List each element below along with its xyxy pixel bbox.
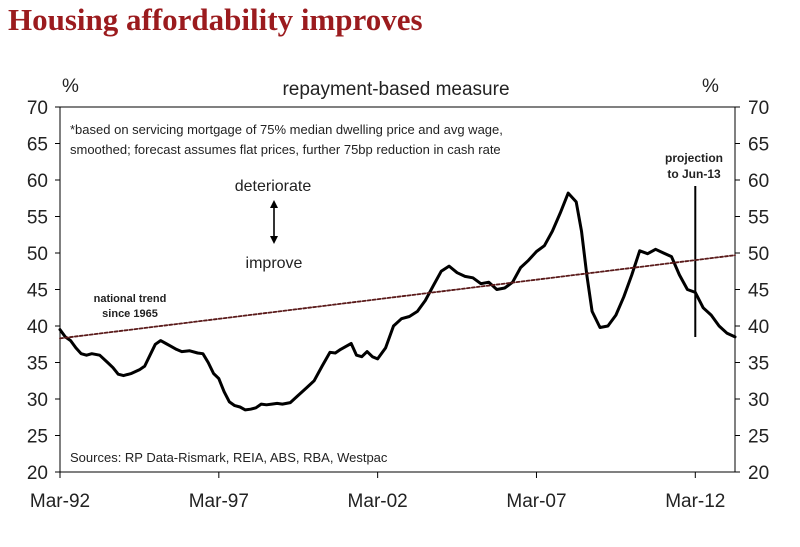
y-tick-label-right: 35 — [748, 354, 769, 375]
y-tick-label-left: 55 — [27, 208, 48, 229]
x-tick-label: Mar-02 — [348, 491, 408, 512]
affordability-line — [58, 191, 737, 412]
y-tick-label-right: 60 — [748, 171, 769, 192]
projection-label-line-2: to Jun-13 — [667, 167, 721, 181]
right-y-axis: 20 25 30 35 40 45 50 55 60 65 70 — [735, 98, 769, 484]
chart-title: Housing affordability improves — [8, 2, 423, 37]
y-tick-label-right: 50 — [748, 244, 769, 265]
y-tick-label-left: 50 — [27, 244, 48, 265]
y-tick-label-left: 20 — [27, 463, 48, 484]
footnote-line-1: *based on servicing mortgage of 75% medi… — [70, 122, 503, 137]
footnote-line-2: smoothed; forecast assumes flat prices, … — [70, 142, 501, 157]
y-tick-label-left: 40 — [27, 317, 48, 338]
x-tick-label: Mar-97 — [189, 491, 249, 512]
x-tick-label: Mar-12 — [665, 491, 725, 512]
trend-label-line-2: since 1965 — [102, 308, 158, 320]
y-tick-label-right: 40 — [748, 317, 769, 338]
double-arrow-icon — [270, 200, 278, 244]
chart-subtitle: repayment-based measure — [282, 79, 509, 100]
series-layer — [58, 191, 737, 412]
y-tick-label-left: 25 — [27, 427, 48, 448]
y-tick-label-left: 70 — [27, 98, 48, 119]
trend-label-line-1: national trend — [94, 293, 167, 305]
y-tick-label-right: 25 — [748, 427, 769, 448]
deteriorate-label: deteriorate — [235, 178, 312, 195]
y-tick-label-left: 45 — [27, 281, 48, 302]
y-tick-label-right: 45 — [748, 281, 769, 302]
y-tick-label-left: 30 — [27, 390, 48, 411]
y-tick-label-right: 70 — [748, 98, 769, 119]
plot-frame — [59, 106, 736, 473]
x-tick-label: Mar-07 — [506, 491, 566, 512]
projection-label-line-1: projection — [665, 151, 723, 165]
y-tick-label-left: 65 — [27, 135, 48, 156]
improve-label: improve — [246, 255, 303, 272]
y-tick-label-left: 60 — [27, 171, 48, 192]
x-axis: Mar-92 Mar-97 Mar-02 Mar-07 Mar-12 — [30, 472, 725, 512]
source-text: Sources: RP Data-Rismark, REIA, ABS, RBA… — [70, 450, 388, 465]
y-tick-label-left: 35 — [27, 354, 48, 375]
trend-line — [59, 254, 736, 340]
y-tick-label-right: 20 — [748, 463, 769, 484]
y-tick-label-right: 55 — [748, 208, 769, 229]
x-tick-label: Mar-92 — [30, 491, 90, 512]
y-tick-label-right: 65 — [748, 135, 769, 156]
left-unit-label: % — [62, 76, 79, 97]
y-tick-label-right: 30 — [748, 390, 769, 411]
right-unit-label: % — [702, 76, 719, 97]
left-y-axis: 20 25 30 35 40 45 50 55 60 65 70 — [27, 98, 60, 484]
